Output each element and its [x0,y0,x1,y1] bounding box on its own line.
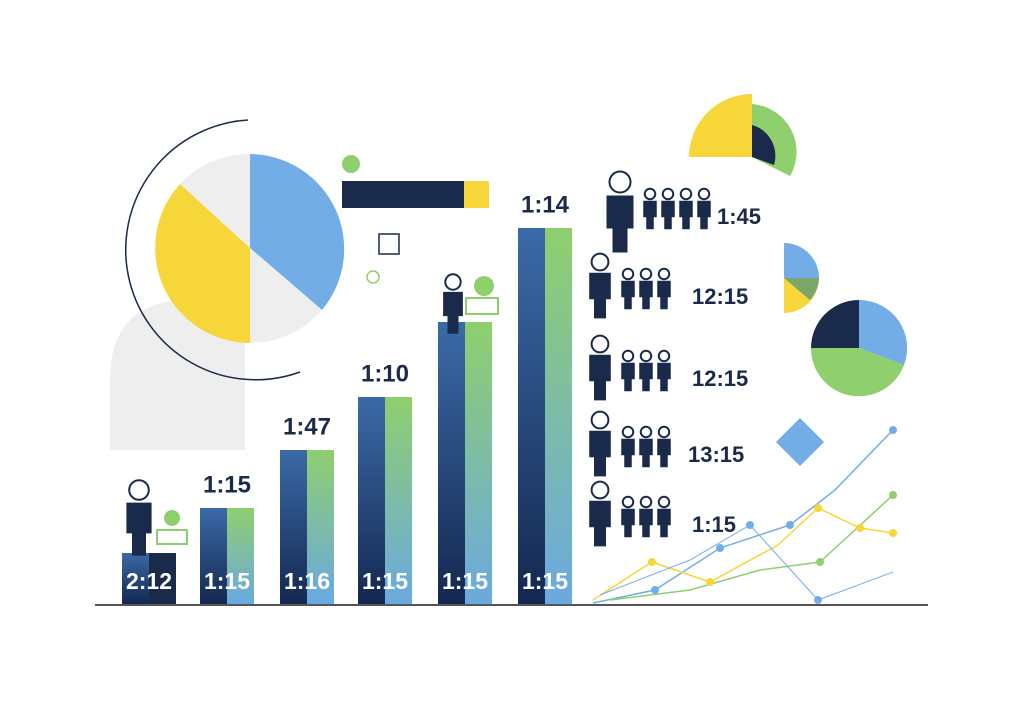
person-head [639,267,653,281]
decorations [95,94,928,606]
bar-bottom-label: 1:15 [442,568,488,594]
bar-right [149,553,176,604]
person-body [657,280,671,310]
bar-top-label: 1:47 [283,413,331,440]
person-body [589,430,611,477]
person-body [657,438,671,468]
bar-left [122,553,149,604]
ratio-label: 13:15 [688,442,744,467]
person-head [621,495,635,509]
bar-bottom-label: 2:12 [126,568,172,594]
person-head [639,495,653,509]
person-body [589,500,611,547]
bar-right [545,228,572,604]
person-head [590,480,610,500]
person-head [657,267,671,281]
person-head [661,187,675,201]
ratio-label: 12:15 [692,366,748,391]
bar-top-label: 1:15 [203,471,251,498]
bar-bottom-label: 1:15 [362,568,408,594]
person-head [657,495,671,509]
apple [164,510,180,526]
bar-right [227,508,254,604]
person-body [589,272,611,319]
person-body [606,195,634,253]
bar-right [465,322,492,604]
person-head [639,349,653,363]
bar-top-label: 1:10 [361,360,409,387]
person-head [621,425,635,439]
person-body [643,200,657,230]
ratio-label: 1:45 [717,204,761,229]
person-head [697,187,711,201]
ratio-label: 1:15 [692,512,736,537]
person-body [126,502,152,556]
person-body [639,280,653,310]
person-head [621,267,635,281]
bar-left [200,508,227,604]
person-head [444,273,462,291]
person-body [621,362,635,392]
person-head [657,349,671,363]
books [156,529,188,545]
person-head [679,187,693,201]
person-body [639,362,653,392]
person-body [679,200,693,230]
apple [474,276,494,296]
bar-left [280,450,307,604]
person-body [621,438,635,468]
person-body [621,508,635,538]
person-body [639,508,653,538]
bar-bottom-label: 1:15 [522,568,568,594]
person-head [639,425,653,439]
bar-right [385,397,412,604]
person-body [621,280,635,310]
bar-left [438,322,465,604]
bar-bottom-label: 1:16 [284,568,330,594]
person-head [643,187,657,201]
person-body [589,354,611,401]
person-head [590,334,610,354]
bar-left [518,228,545,604]
person-body [661,200,675,230]
bar-bottom-label: 1:15 [204,568,250,594]
person-head [128,479,150,501]
person-body [697,200,711,230]
person-head [590,252,610,272]
person-head [608,170,632,194]
person-head [621,349,635,363]
bar-right [307,450,334,604]
bar-top-label: 1:14 [521,191,570,218]
person-body [657,362,671,392]
books [465,297,499,315]
person-body [639,438,653,468]
person-head [590,410,610,430]
ratio-label: 12:15 [692,284,748,309]
person-head [657,425,671,439]
person-body [443,291,463,334]
bar-left [358,397,385,604]
person-body [657,508,671,538]
